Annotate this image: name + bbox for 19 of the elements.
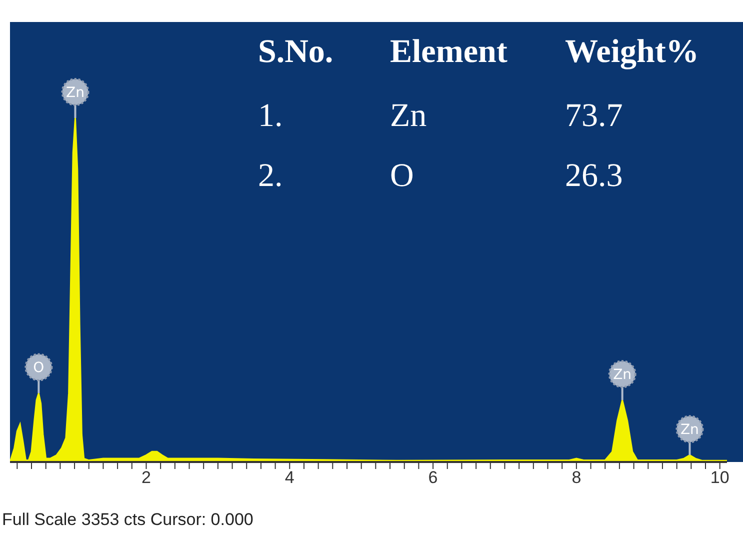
- text: Weight%: [565, 34, 699, 70]
- x-tick-label: 8: [572, 468, 582, 488]
- x-tick-label: 2: [141, 468, 151, 488]
- annotation: O: [33, 360, 44, 376]
- text: Full Scale 3353 cts Cursor: 0.000: [2, 510, 254, 530]
- text: Element: [390, 34, 508, 70]
- annotation: 73.7: [565, 98, 623, 134]
- x-tick-label: 4: [284, 468, 294, 488]
- annotation: O: [390, 158, 414, 194]
- x-tick-label: 10: [710, 468, 730, 488]
- annotation: Zn: [390, 98, 427, 134]
- annotation: 1.: [258, 98, 283, 134]
- annotation: Zn: [613, 367, 632, 384]
- x-tick-label: 6: [428, 468, 438, 488]
- annotation: Zn: [680, 422, 699, 438]
- annotation: 2.: [258, 158, 283, 194]
- text: S.No.: [258, 34, 334, 70]
- annotation: Zn: [66, 85, 84, 101]
- annotation: 26.3: [565, 158, 623, 194]
